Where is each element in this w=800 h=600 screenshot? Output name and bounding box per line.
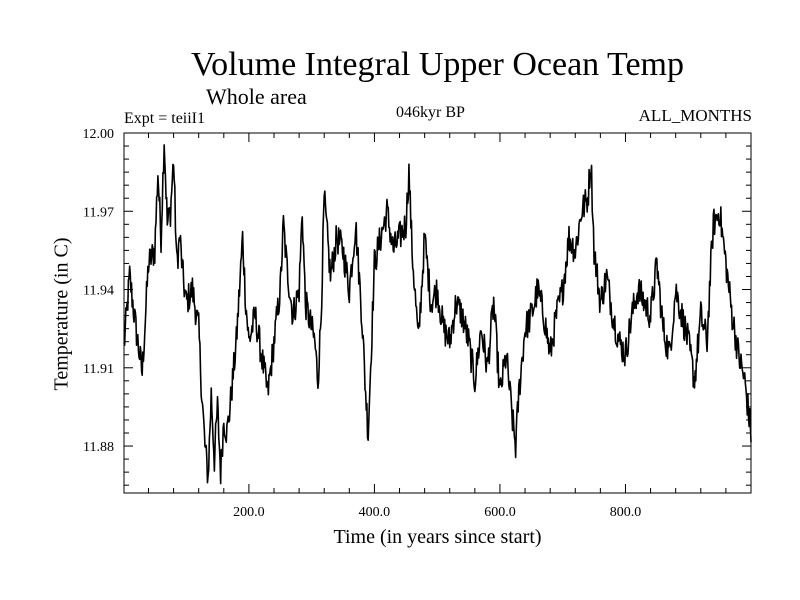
x-tick-label: 400.0 bbox=[359, 505, 391, 520]
series-line bbox=[123, 144, 752, 485]
chart-subtitle: Whole area bbox=[206, 84, 307, 109]
y-axis-label: Temperature (in C) bbox=[50, 237, 73, 391]
months-label: ALL_MONTHS bbox=[638, 106, 752, 125]
plot-frame bbox=[123, 132, 752, 494]
y-tick-label: 11.88 bbox=[83, 440, 114, 455]
y-tick-label: 11.91 bbox=[83, 362, 114, 377]
y-tick-label: 11.97 bbox=[83, 205, 114, 220]
x-tick-label: 600.0 bbox=[484, 505, 516, 520]
x-axis-label: Time (in years since start) bbox=[333, 526, 542, 548]
y-tick-label: 11.94 bbox=[83, 284, 114, 299]
x-tick-label: 800.0 bbox=[610, 505, 642, 520]
experiment-label: Expt = teiiI1 bbox=[124, 110, 206, 127]
x-tick-label: 200.0 bbox=[233, 505, 265, 520]
y-tick-label: 12.00 bbox=[83, 127, 115, 142]
axis-ticks: 200.0 400.0 600.0 800.0 11.88 11.91 11.94 11.97… bbox=[83, 127, 751, 520]
chart-title: Volume Integral Upper Ocean Temp bbox=[191, 46, 684, 83]
period-label: 046kyr BP bbox=[396, 104, 465, 121]
